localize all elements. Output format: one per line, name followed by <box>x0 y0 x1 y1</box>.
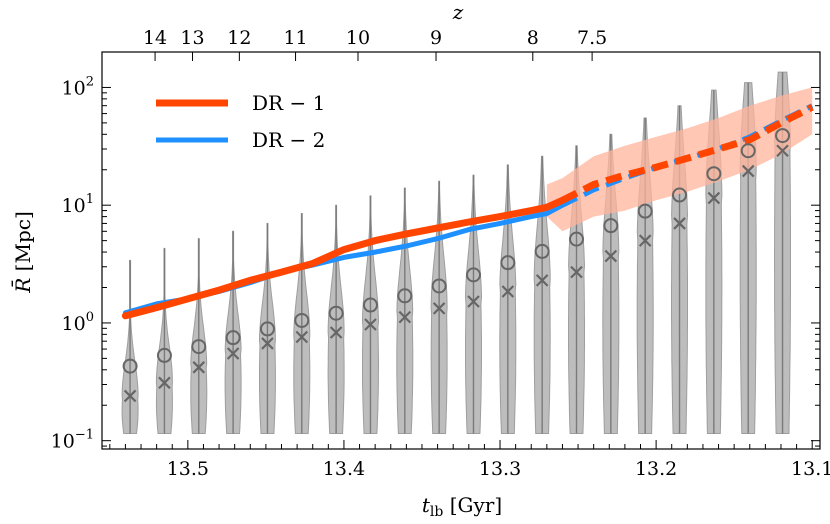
top-tick-label-6: 8 <box>527 27 539 49</box>
median-marker-10 <box>467 295 480 308</box>
median-marker-2 <box>192 361 206 374</box>
y-tick-label-base-3: 10 <box>62 77 86 99</box>
mean-marker-16 <box>672 187 688 203</box>
y-tick-label-3: 102 <box>62 74 94 99</box>
median-marker-15 <box>638 234 652 247</box>
mean-marker-3 <box>225 330 241 346</box>
mean-marker-13 <box>569 231 585 247</box>
y-tick-label-0: 10−1 <box>51 428 94 453</box>
x-tick-label-4: 13.1 <box>791 458 830 480</box>
median-marker-7 <box>364 318 377 331</box>
median-marker-13 <box>570 265 583 279</box>
legend: DR − 1 DR − 2 <box>156 91 325 152</box>
mean-marker-11 <box>500 255 516 271</box>
y-axis-label: R̄ [Mpc] <box>10 211 35 294</box>
mean-marker-4 <box>259 321 275 337</box>
mean-marker-10 <box>465 267 481 283</box>
y-tick-label-2: 101 <box>62 192 94 217</box>
median-marker-8 <box>398 310 412 324</box>
top-tick-label-5: 9 <box>430 27 442 49</box>
marker-layer <box>122 128 791 403</box>
series-0-dashed <box>560 104 814 204</box>
mean-marker-0 <box>122 358 138 374</box>
x-tick-label-2: 13.3 <box>479 458 521 480</box>
median-marker-19 <box>776 144 789 158</box>
y-tick-label-exp-3: 2 <box>86 74 94 89</box>
mean-marker-18 <box>740 143 756 159</box>
top-tick-label-1: 13 <box>180 27 204 49</box>
ticks-layer: 13.5 13.4 13.3 13.2 13.114 13 12 11 10 9 8 7.510−11… <box>51 27 830 480</box>
y-tick-label-1: 100 <box>62 310 94 335</box>
median-marker-5 <box>295 330 309 344</box>
y-tick-label-exp-0: −1 <box>75 428 94 443</box>
y-tick-label-exp-2: 1 <box>86 192 94 207</box>
line-layer <box>121 103 814 320</box>
top-tick-label-2: 12 <box>227 27 251 49</box>
mean-marker-8 <box>397 288 413 304</box>
legend-label-dr2: DR − 2 <box>252 128 325 152</box>
median-marker-1 <box>158 376 171 390</box>
mean-marker-9 <box>431 278 447 294</box>
x-tick-label-3: 13.2 <box>635 458 677 480</box>
y-tick-label-base-0: 10 <box>51 431 75 453</box>
median-marker-12 <box>535 274 549 287</box>
mean-marker-1 <box>156 347 172 363</box>
x-axis-label: tlb [Gyr] <box>422 493 502 520</box>
top-axis-label: z <box>452 0 464 24</box>
mean-marker-7 <box>362 297 378 313</box>
median-marker-3 <box>226 347 240 360</box>
median-marker-16 <box>673 217 686 230</box>
top-tick-label-7: 7.5 <box>577 27 607 49</box>
mean-marker-15 <box>637 203 653 219</box>
x-tick-label-1: 13.4 <box>323 458 365 480</box>
mean-marker-12 <box>534 243 550 259</box>
median-marker-9 <box>432 302 446 315</box>
mean-marker-6 <box>328 305 344 321</box>
mean-marker-14 <box>603 218 619 234</box>
plot-frame <box>101 51 821 450</box>
x-tick-label-0: 13.5 <box>167 458 209 480</box>
median-marker-4 <box>261 337 274 350</box>
y-tick-label-base-2: 10 <box>62 195 86 217</box>
top-tick-label-0: 14 <box>143 27 167 49</box>
series-0-solid <box>121 196 566 320</box>
violin-layer <box>121 71 792 434</box>
mean-marker-2 <box>191 339 207 355</box>
mean-marker-17 <box>706 166 722 182</box>
top-tick-label-3: 11 <box>283 27 307 49</box>
y-tick-label-base-1: 10 <box>62 313 86 335</box>
median-marker-18 <box>741 164 755 178</box>
legend-label-dr1: DR − 1 <box>252 91 325 115</box>
median-marker-0 <box>123 389 137 403</box>
y-tick-label-exp-1: 0 <box>86 310 94 325</box>
median-marker-11 <box>501 285 515 298</box>
top-tick-label-4: 10 <box>346 27 370 49</box>
mean-marker-5 <box>294 312 310 328</box>
median-marker-6 <box>329 326 343 339</box>
mean-marker-19 <box>775 128 791 144</box>
median-marker-17 <box>707 191 721 205</box>
median-marker-14 <box>604 249 618 263</box>
